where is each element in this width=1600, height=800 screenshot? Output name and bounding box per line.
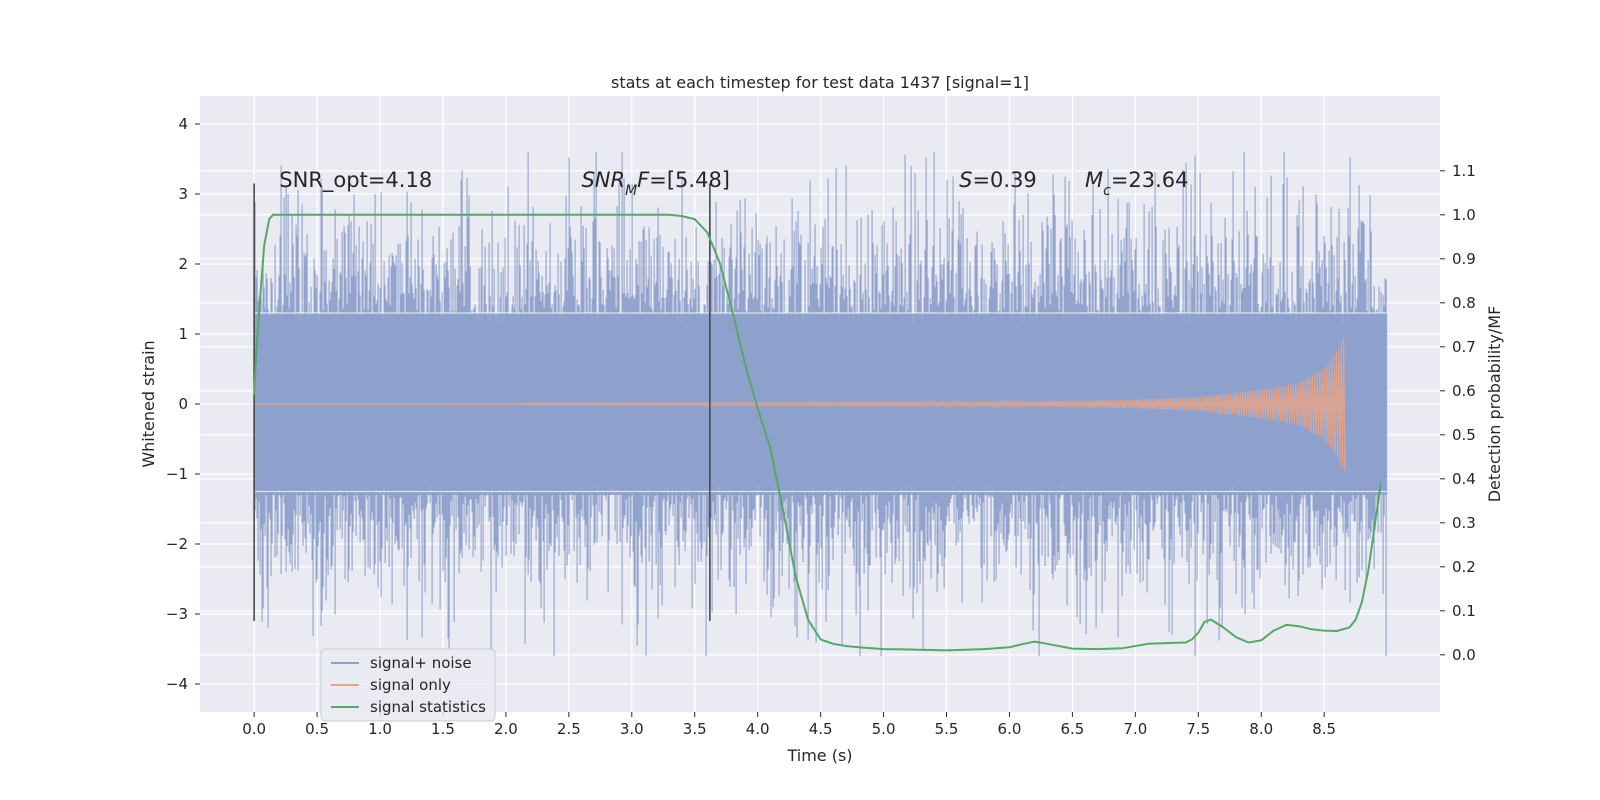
annotation-part: =23.64 <box>1111 168 1189 192</box>
annotation-0: SNR_opt=4.18 <box>279 168 432 193</box>
y2-tick-label: 1.0 <box>1452 206 1476 224</box>
x-tick-label: 8.5 <box>1312 720 1336 738</box>
annotation-part: SNR_opt=4.18 <box>279 168 432 193</box>
annotation-2: S=0.39 <box>959 168 1037 192</box>
data-layer <box>253 152 1388 656</box>
annotation-part: c <box>1103 183 1111 199</box>
y2-tick-label: 0.3 <box>1452 514 1476 532</box>
x-tick-label: 2.5 <box>557 720 581 738</box>
x-tick-label: 5.5 <box>935 720 959 738</box>
annotation-3: Mc=23.64 <box>1085 168 1189 199</box>
y2-tick-label: 0.0 <box>1452 646 1476 664</box>
x-tick-label: 7.0 <box>1123 720 1147 738</box>
y2-tick-label: 0.2 <box>1452 558 1476 576</box>
x-tick-label: 2.0 <box>494 720 518 738</box>
y-tick-label: −4 <box>166 675 188 693</box>
annotation-part: F <box>637 168 650 192</box>
x-tick-label: 1.5 <box>431 720 455 738</box>
y-tick-label: −2 <box>166 535 188 553</box>
x-tick-label: 0.0 <box>242 720 266 738</box>
x-tick-label: 4.0 <box>746 720 770 738</box>
y2-tick-label: 0.4 <box>1452 470 1476 488</box>
y-axis-label: Whitened strain <box>139 340 158 467</box>
signal-statistics-line <box>253 213 1382 652</box>
y-tick-label: −1 <box>166 465 188 483</box>
legend-label-signal-statistics: signal statistics <box>370 698 486 716</box>
x-axis-label: Time (s) <box>786 746 852 765</box>
annotations: SNR_opt=4.18 SNRMF=[5.48] S=0.39 Mc=23.64 <box>279 168 1188 199</box>
annotation-part: SNR <box>581 168 625 192</box>
y2-tick-label: 1.1 <box>1452 162 1476 180</box>
annotation-part: =0.39 <box>972 168 1036 192</box>
annotation-1: SNRMF=[5.48] <box>581 168 730 199</box>
annotation-part: M <box>1085 168 1103 192</box>
annotation-part: =[5.48] <box>649 168 730 192</box>
y2-tick-label: 0.8 <box>1452 294 1476 312</box>
legend-box <box>320 648 496 722</box>
annotation-part: S <box>959 168 972 192</box>
y-tick-label: 1 <box>178 325 188 343</box>
y-tick-label: −3 <box>166 605 188 623</box>
legend: signal+ noise signal only signal statist… <box>320 648 496 722</box>
signal-only-line <box>254 337 1346 471</box>
ticks: 0.0 0.5 1.0 1.5 2.0 2.5 3.0 3.5 4.0 4.5 5.0 5.5 6.0 6… <box>166 115 1476 738</box>
y2-tick-label: 0.9 <box>1452 250 1476 268</box>
y-tick-label: 2 <box>178 255 188 273</box>
x-tick-label: 3.5 <box>683 720 707 738</box>
x-tick-label: 6.0 <box>998 720 1022 738</box>
x-tick-label: 1.0 <box>368 720 392 738</box>
x-tick-label: 0.5 <box>305 720 329 738</box>
y2-tick-label: 0.5 <box>1452 426 1476 444</box>
y-tick-label: 3 <box>178 185 188 203</box>
legend-label-signal-only: signal only <box>370 676 451 694</box>
y-tick-label: 4 <box>178 115 188 133</box>
y2-tick-label: 0.1 <box>1452 602 1476 620</box>
x-tick-label: 5.0 <box>872 720 896 738</box>
chart-title: stats at each timestep for test data 143… <box>611 73 1029 92</box>
x-tick-label: 7.5 <box>1186 720 1210 738</box>
x-tick-label: 8.0 <box>1249 720 1273 738</box>
x-tick-label: 4.5 <box>809 720 833 738</box>
y2-axis-label: Detection probability/MF <box>1485 306 1504 503</box>
y-tick-label: 0 <box>178 395 188 413</box>
legend-label-signal-noise: signal+ noise <box>370 654 472 672</box>
x-tick-label: 3.0 <box>620 720 644 738</box>
annotation-part: M <box>625 183 637 199</box>
y2-tick-label: 0.7 <box>1452 338 1476 356</box>
x-tick-label: 6.5 <box>1060 720 1084 738</box>
y2-tick-label: 0.6 <box>1452 382 1476 400</box>
